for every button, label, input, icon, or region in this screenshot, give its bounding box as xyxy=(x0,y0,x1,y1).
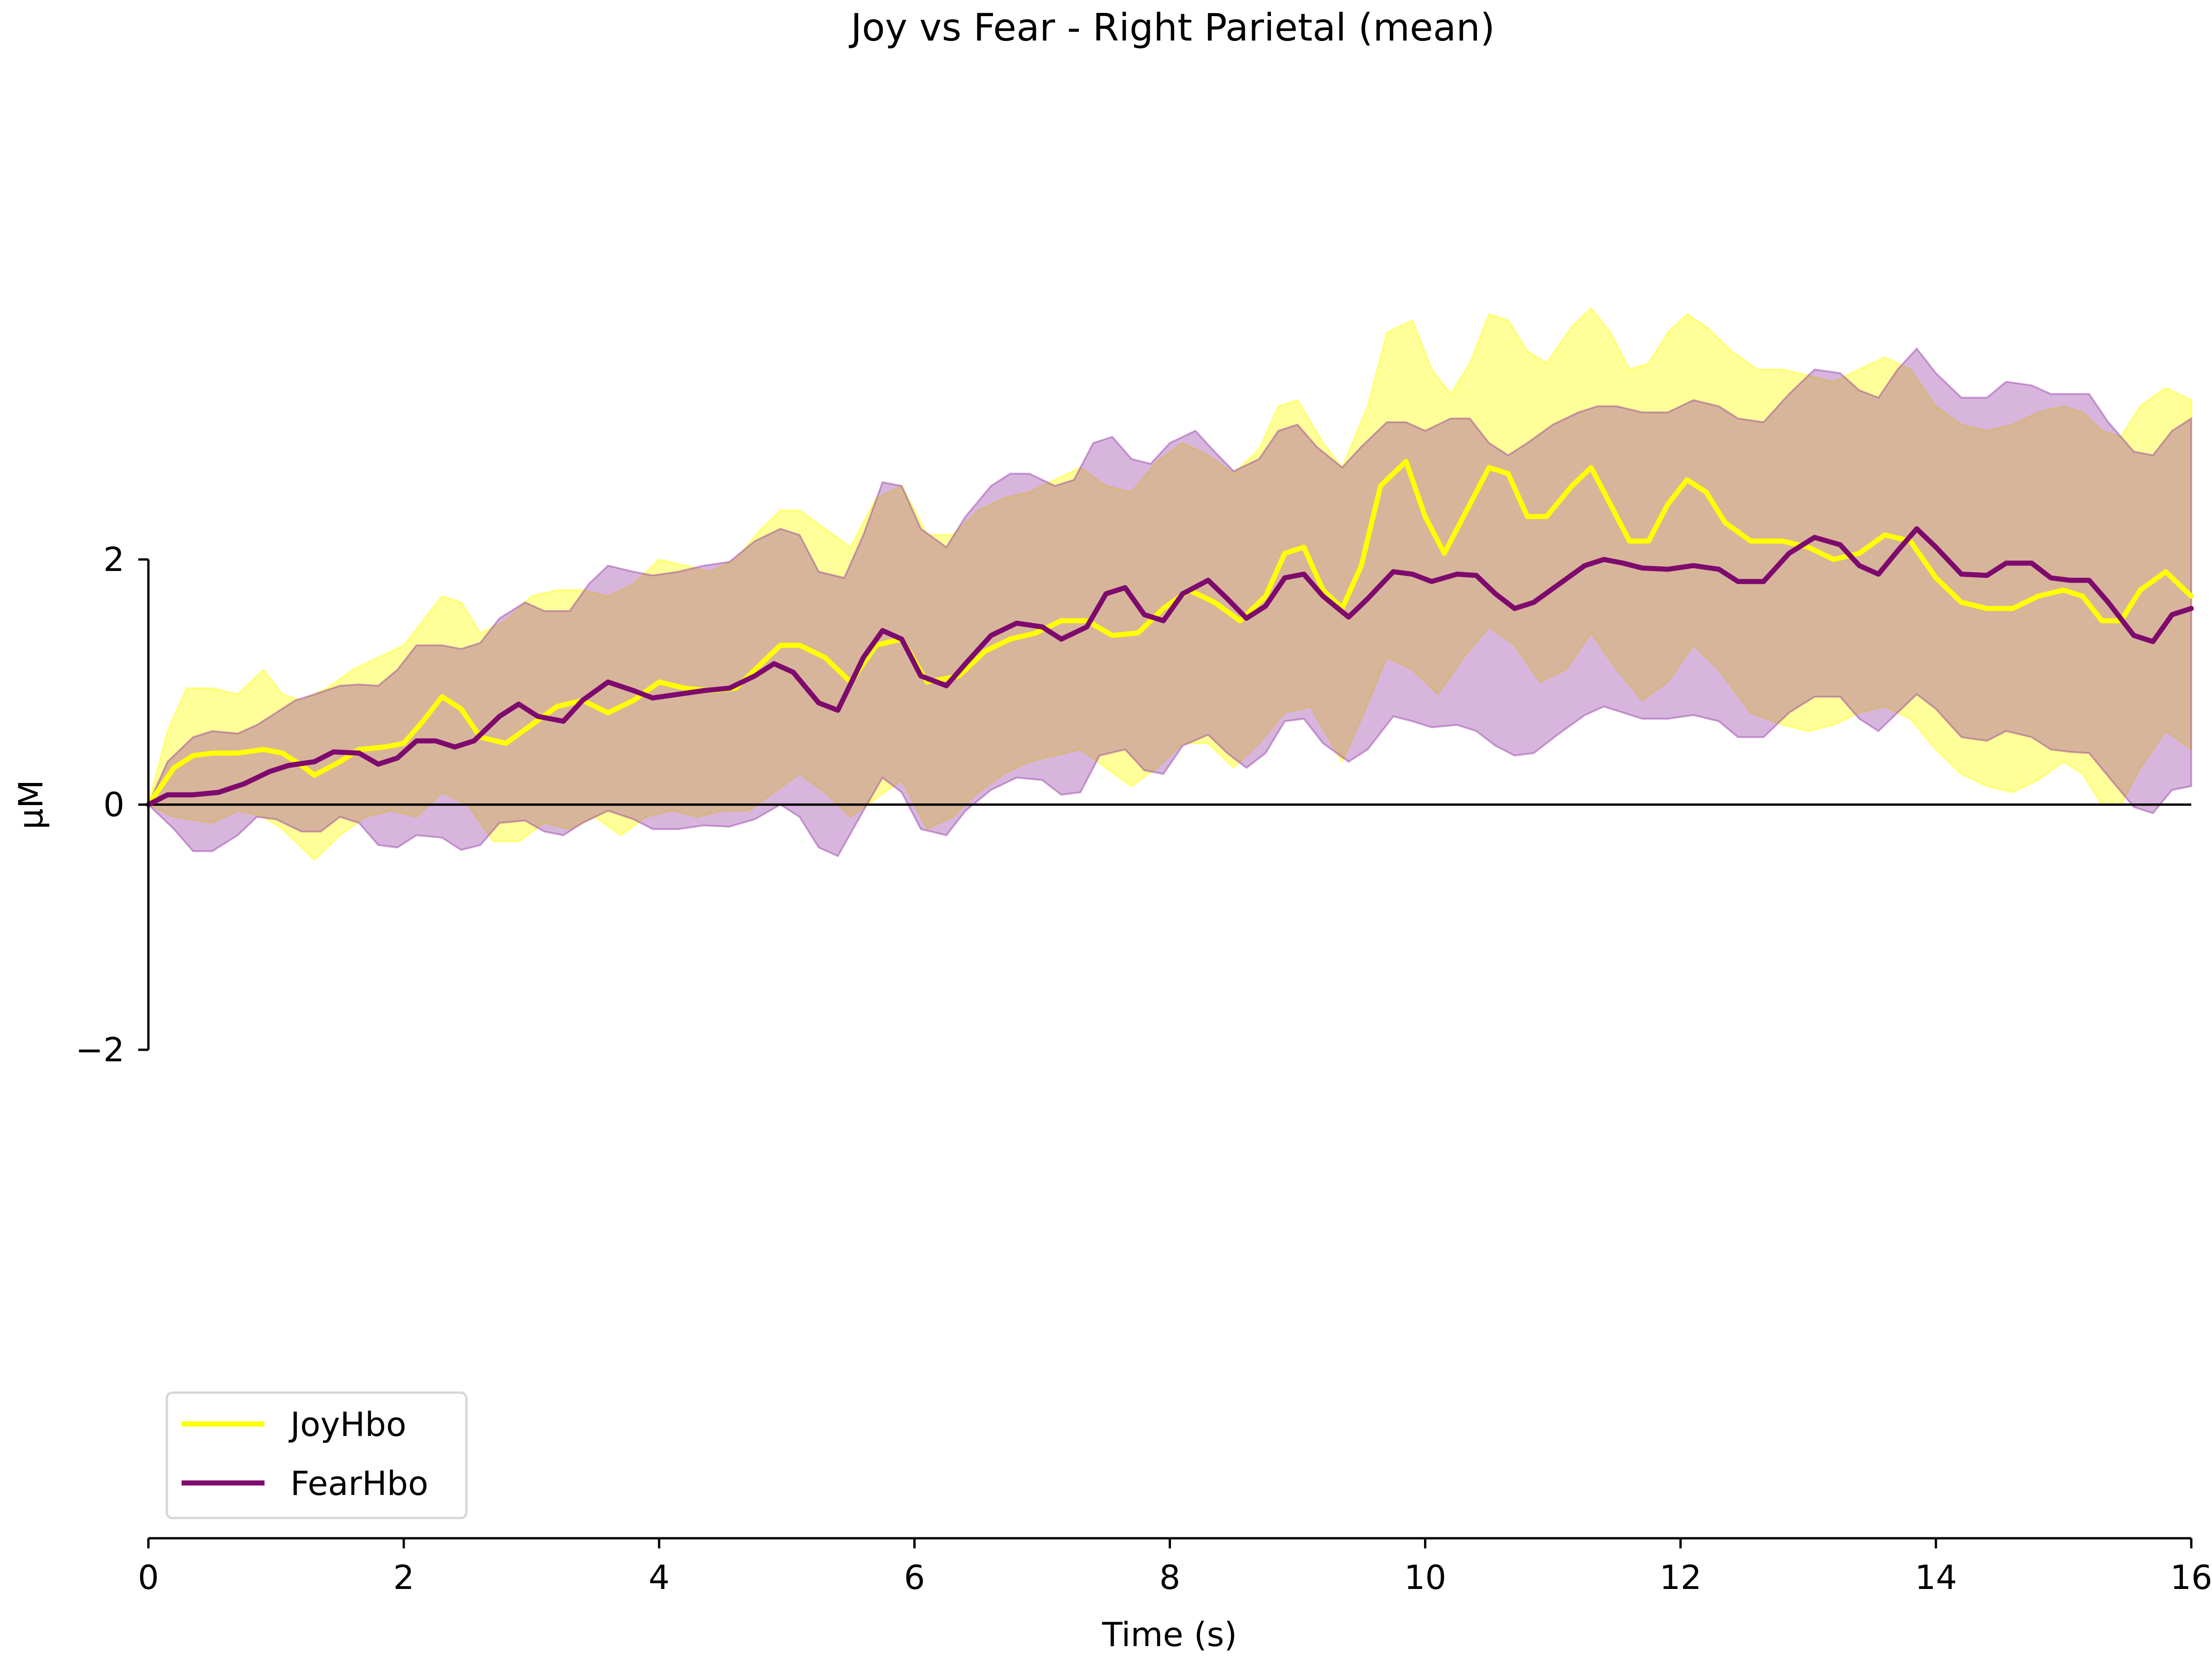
x-axis-label: Time (s) xyxy=(1102,1615,1237,1654)
band-joyhbo xyxy=(147,306,2192,861)
x-tick-label: 0 xyxy=(138,1558,159,1597)
y-tick-label: −2 xyxy=(76,1030,124,1069)
x-tick-label: 12 xyxy=(1659,1558,1702,1597)
x-tick-label: 4 xyxy=(648,1558,670,1597)
y-tick-label: 2 xyxy=(103,540,124,579)
x-tick-label: 8 xyxy=(1159,1558,1181,1597)
chart-title: Joy vs Fear - Right Parietal (mean) xyxy=(848,6,1495,50)
legend-label-joyhbo: JoyHbo xyxy=(288,1405,406,1444)
x-tick-label: 2 xyxy=(393,1558,414,1597)
legend-label-fearhbo: FearHbo xyxy=(290,1464,428,1503)
y-tick-label: 0 xyxy=(103,785,124,824)
x-axis: 0 2 4 6 8 10 12 14 16 xyxy=(138,1537,2212,1597)
x-tick-label: 14 xyxy=(1915,1558,1957,1597)
x-tick-label: 6 xyxy=(904,1558,925,1597)
legend: JoyHbo FearHbo xyxy=(165,1391,468,1519)
series-lines xyxy=(146,459,2194,807)
line-joyhbo xyxy=(146,459,2194,807)
y-axis-label: µM xyxy=(12,780,50,830)
line-fearhbo xyxy=(146,526,2194,807)
x-tick-label: 10 xyxy=(1404,1558,1447,1597)
x-tick-label: 16 xyxy=(2170,1558,2212,1597)
y-axis: −2 0 2 xyxy=(76,540,150,1069)
